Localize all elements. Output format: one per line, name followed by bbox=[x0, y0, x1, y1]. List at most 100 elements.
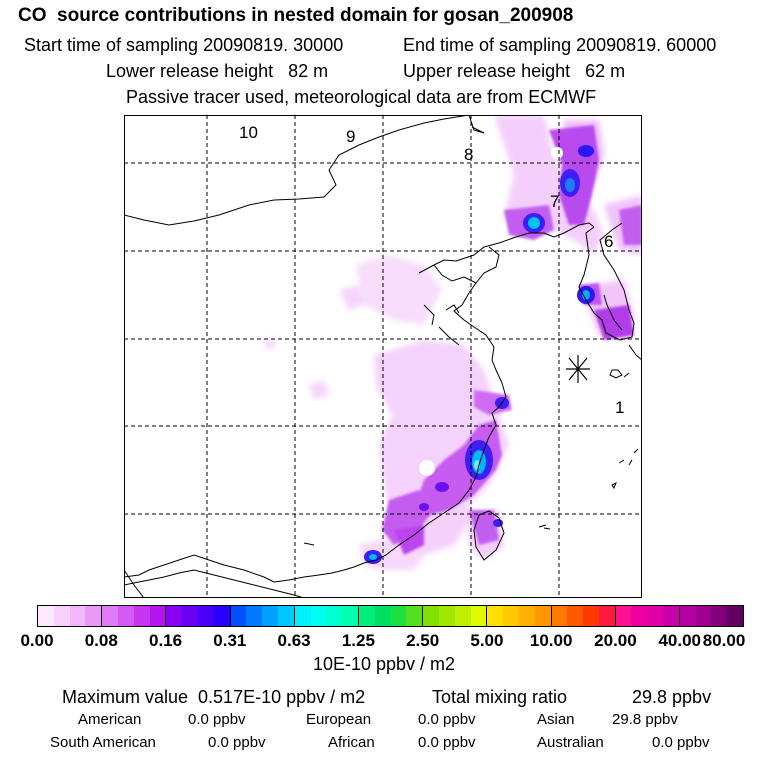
lower-release-label: Lower release height 82 m bbox=[106, 61, 329, 81]
colorbar-swatch bbox=[487, 606, 504, 626]
start-time-label: Start time of sampling 20090819. 30000 bbox=[24, 35, 344, 55]
colorbar-swatch bbox=[663, 606, 679, 626]
colorbar-tick-label: 1.25 bbox=[341, 631, 375, 650]
colorbar-swatch bbox=[454, 606, 471, 626]
colorbar-tick-label: 0.16 bbox=[148, 631, 183, 650]
colorbar-segment bbox=[551, 606, 616, 626]
colorbar-segment bbox=[358, 606, 424, 626]
colorbar-swatch bbox=[342, 606, 358, 626]
colorbar-segment bbox=[423, 606, 488, 626]
colorbar-tick-label: 0.08 bbox=[84, 631, 118, 650]
total-mixing-value: 29.8 ppbv bbox=[632, 687, 712, 707]
colorbar-swatch bbox=[711, 606, 728, 626]
coastlines bbox=[124, 115, 642, 598]
total-mixing-label: Total mixing ratio bbox=[432, 687, 568, 707]
colorbar-tick-label: 40.00 bbox=[658, 631, 701, 650]
end-time-label: End time of sampling 20090819. 60000 bbox=[403, 35, 717, 55]
colorbar-swatch bbox=[197, 606, 214, 626]
upper-release-label: Upper release height 62 m bbox=[403, 61, 626, 81]
colorbar bbox=[37, 605, 744, 627]
colorbar-swatch bbox=[358, 606, 375, 626]
colorbar-segment bbox=[615, 606, 680, 626]
colorbar-swatch bbox=[230, 606, 247, 626]
contribution-value: 0.0 ppbv bbox=[418, 711, 476, 728]
colorbar-swatch bbox=[518, 606, 535, 626]
colorbar-tick-label: 10.00 bbox=[529, 631, 573, 650]
colorbar-swatch bbox=[246, 606, 263, 626]
colorbar-swatch bbox=[679, 606, 696, 626]
colorbar-swatch bbox=[213, 606, 230, 626]
colorbar-tick-label: 0.00 bbox=[20, 631, 54, 650]
colorbar-swatch bbox=[695, 606, 712, 626]
colorbar-tick-label: 80.00 bbox=[702, 631, 746, 650]
colorbar-swatch bbox=[85, 606, 102, 626]
region-label: 9 bbox=[346, 127, 355, 146]
contribution-region: American bbox=[78, 711, 142, 728]
colorbar-swatch bbox=[38, 606, 54, 626]
contribution-value: 29.8 ppbv bbox=[612, 711, 678, 728]
colorbar-swatch bbox=[53, 606, 70, 626]
concentration-map: 10 9 8 7 6 1 bbox=[124, 115, 642, 598]
colorbar-swatch bbox=[149, 606, 166, 626]
map-frame bbox=[124, 115, 642, 598]
colorbar-swatch bbox=[567, 606, 584, 626]
region-label: 1 bbox=[615, 398, 624, 417]
contribution-value: 0.0 ppbv bbox=[652, 734, 710, 751]
colorbar-swatch bbox=[438, 606, 455, 626]
colorbar-swatch bbox=[166, 606, 183, 626]
colorbar-swatch bbox=[470, 606, 487, 626]
region-label: 8 bbox=[464, 145, 473, 164]
colorbar-swatch bbox=[102, 606, 118, 626]
colorbar-swatch bbox=[182, 606, 198, 626]
colorbar-swatch bbox=[583, 606, 599, 626]
colorbar-unit-label: 10E-10 ppbv / m2 bbox=[312, 654, 456, 674]
colorbar-swatch bbox=[647, 606, 664, 626]
colorbar-segment bbox=[102, 606, 167, 626]
colorbar-swatch bbox=[615, 606, 632, 626]
contribution-value: 0.0 ppbv bbox=[418, 734, 476, 751]
colorbar-swatch bbox=[423, 606, 439, 626]
colorbar-segment bbox=[166, 606, 231, 626]
contribution-region: Australian bbox=[537, 734, 604, 751]
colorbar-swatch bbox=[598, 606, 615, 626]
colorbar-swatch bbox=[503, 606, 519, 626]
lat-lon-grid bbox=[124, 115, 642, 598]
colorbar-segment bbox=[230, 606, 295, 626]
colorbar-segment bbox=[679, 606, 744, 626]
chart-title: CO source contributions in nested domain… bbox=[18, 5, 574, 26]
colorbar-segment bbox=[487, 606, 552, 626]
contribution-region: Asian bbox=[537, 711, 575, 728]
contribution-value: 0.0 ppbv bbox=[188, 711, 246, 728]
colorbar-swatch bbox=[326, 606, 343, 626]
region-label: 7 bbox=[550, 192, 559, 211]
region-label: 10 bbox=[239, 123, 258, 142]
colorbar-swatch bbox=[551, 606, 568, 626]
colorbar-tick-label: 20.00 bbox=[594, 631, 637, 650]
colorbar-swatch bbox=[310, 606, 327, 626]
colorbar-swatch bbox=[277, 606, 294, 626]
contribution-value: 0.0 ppbv bbox=[208, 734, 266, 751]
tracer-note: Passive tracer used, meteorological data… bbox=[126, 87, 597, 107]
contribution-region: South American bbox=[50, 734, 156, 751]
region-label: 6 bbox=[604, 232, 613, 251]
colorbar-swatch bbox=[631, 606, 648, 626]
colorbar-swatch bbox=[406, 606, 423, 626]
colorbar-tick-label: 5.00 bbox=[470, 631, 504, 650]
colorbar-swatch bbox=[262, 606, 278, 626]
colorbar-swatch bbox=[374, 606, 391, 626]
colorbar-swatch bbox=[133, 606, 150, 626]
asterisk-icon bbox=[566, 355, 590, 383]
colorbar-tick-label: 2.50 bbox=[406, 631, 440, 650]
colorbar-swatch bbox=[294, 606, 311, 626]
colorbar-segment bbox=[294, 606, 359, 626]
colorbar-swatch bbox=[727, 606, 744, 626]
colorbar-swatch bbox=[117, 606, 134, 626]
colorbar-swatch bbox=[390, 606, 407, 626]
colorbar-tick-label: 0.63 bbox=[277, 631, 311, 650]
maximum-value-label: Maximum value 0.517E-10 ppbv / m2 bbox=[62, 687, 366, 707]
contribution-region: African bbox=[328, 734, 375, 751]
colorbar-segment bbox=[38, 606, 103, 626]
colorbar-tick-label: 0.31 bbox=[213, 631, 247, 650]
map-panel: 10 9 8 7 6 1 bbox=[124, 115, 642, 598]
colorbar-swatch bbox=[534, 606, 551, 626]
